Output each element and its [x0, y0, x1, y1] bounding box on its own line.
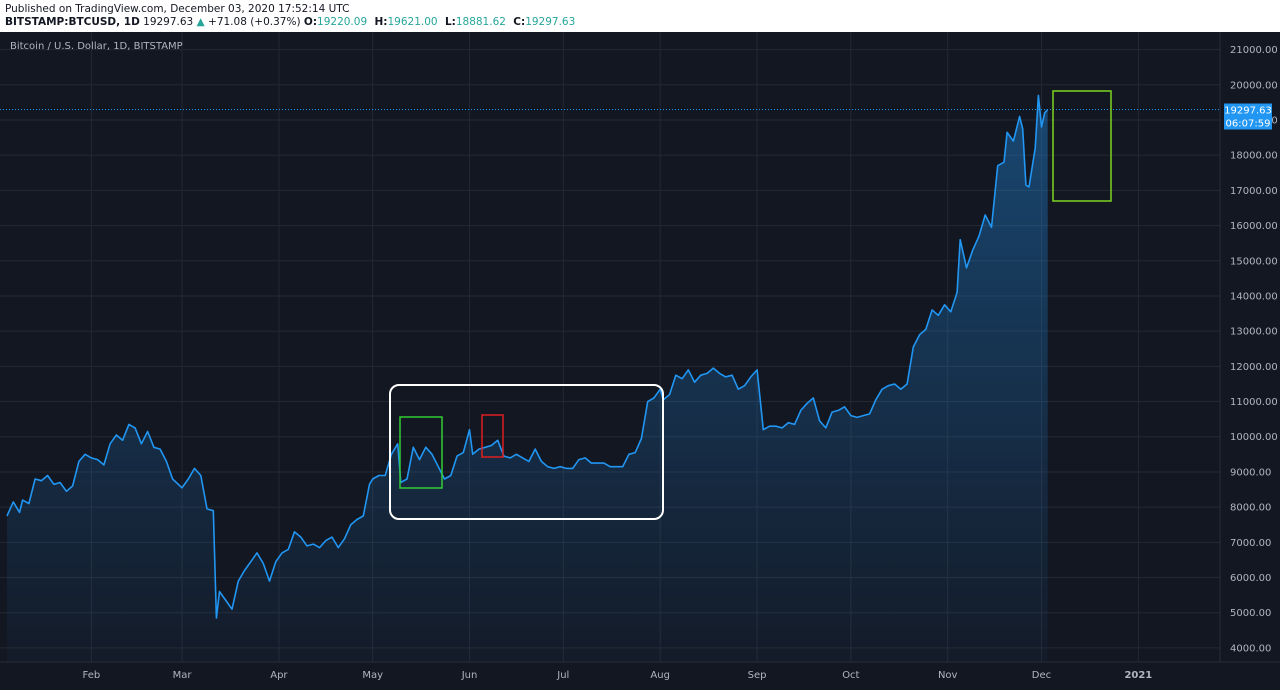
price-tick-label: 14000.00 [1230, 291, 1278, 302]
price-tick-label: 16000.00 [1230, 221, 1278, 232]
time-axis[interactable]: Feb Mar Apr May Jun Jul Aug Sep Oct Nov Dec 2021 [83, 670, 1153, 681]
price-tick-label: 18000.00 [1230, 151, 1278, 162]
time-tick-label: Aug [650, 670, 670, 681]
price-change: +71.08 (+0.37%) [208, 16, 301, 28]
last-price-tag: 19297.63 06:07:59 [1224, 103, 1272, 130]
last-price-tag-box [1224, 103, 1272, 130]
up-arrow-icon: ▲ [196, 16, 205, 28]
price-series-line[interactable] [6, 94, 1049, 619]
price-axis[interactable]: 4000.00 5000.00 6000.00 7000.00 8000.00 9000.… [1230, 45, 1278, 654]
low-value: 18881.62 [455, 16, 506, 28]
time-tick-label: 2021 [1124, 670, 1152, 681]
time-tick-label: Apr [270, 670, 288, 681]
price-tick-label: 4000.00 [1230, 643, 1271, 654]
price-tick-label: 11000.00 [1230, 397, 1278, 408]
price-tick-label: 5000.00 [1230, 608, 1271, 619]
time-tick-label: Dec [1032, 670, 1051, 681]
time-tick-label: Jul [556, 670, 569, 681]
time-tick-label: Oct [842, 670, 859, 681]
published-info: Published on TradingView.com, December 0… [5, 3, 350, 15]
annotation-lime-box[interactable] [1052, 90, 1112, 202]
time-tick-label: May [362, 670, 383, 681]
price-tick-label: 20000.00 [1230, 80, 1278, 91]
annotation-white-box[interactable] [389, 384, 664, 520]
low-label: L: [444, 16, 456, 28]
time-tick-label: Nov [938, 670, 958, 681]
price-tick-label: 13000.00 [1230, 327, 1278, 338]
high-label: H: [374, 16, 388, 28]
open-label: O: [303, 16, 318, 28]
close-value: 19297.63 [525, 16, 576, 28]
bar-countdown: 06:07:59 [1226, 119, 1271, 130]
annotation-green-box[interactable] [399, 416, 443, 489]
time-tick-label: Feb [83, 670, 101, 681]
last-price: 19297.63 [143, 16, 194, 28]
price-tick-label: 12000.00 [1230, 362, 1278, 373]
price-tick-label: 6000.00 [1230, 573, 1271, 584]
annotation-red-box[interactable] [481, 414, 504, 458]
open-value: 19220.09 [317, 16, 368, 28]
price-tick-label: 9000.00 [1230, 467, 1271, 478]
price-chart[interactable]: 4000.00 5000.00 6000.00 7000.00 8000.00 9000.… [0, 32, 1280, 690]
close-label: C: [513, 16, 526, 28]
price-tick-label: 21000.00 [1230, 45, 1278, 56]
price-tick-label: 8000.00 [1230, 503, 1271, 514]
time-tick-label: Jun [461, 670, 478, 681]
price-area-fill [7, 95, 1048, 662]
symbol-name[interactable]: BITSTAMP:BTCUSD, 1D [5, 16, 140, 28]
price-tick-label: 7000.00 [1230, 538, 1271, 549]
price-tick-label: 17000.00 [1230, 186, 1278, 197]
time-tick-label: Sep [748, 670, 767, 681]
price-tick-label: 15000.00 [1230, 256, 1278, 267]
symbol-quote: BITSTAMP:BTCUSD, 1D 19297.63 ▲ +71.08 (+… [5, 16, 579, 28]
high-value: 19621.00 [387, 16, 438, 28]
chart-title: Bitcoin / U.S. Dollar, 1D, BITSTAMP [10, 41, 183, 52]
time-tick-label: Mar [173, 670, 193, 681]
last-price-tag-value: 19297.63 [1224, 106, 1272, 117]
header: Published on TradingView.com, December 0… [0, 0, 1280, 32]
price-tick-label: 10000.00 [1230, 432, 1278, 443]
